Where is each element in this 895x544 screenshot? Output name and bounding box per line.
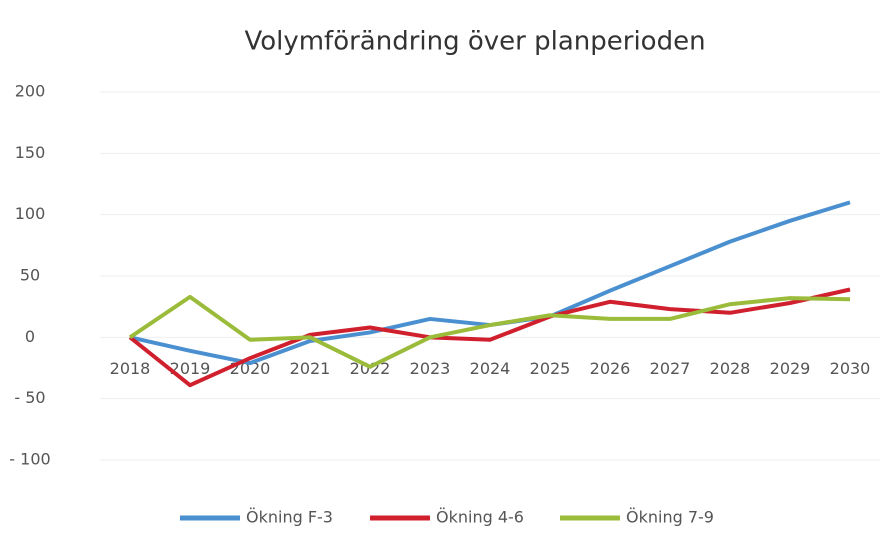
y-tick-label: 50 — [20, 266, 40, 285]
x-tick-label: 2021 — [290, 359, 331, 378]
legend-label: Ökning 7-9 — [626, 508, 714, 527]
x-tick-label: 2025 — [530, 359, 571, 378]
y-tick-label: 0 — [25, 327, 35, 346]
x-tick-label: 2026 — [590, 359, 631, 378]
x-tick-label: 2028 — [710, 359, 751, 378]
series-line — [128, 287, 851, 388]
y-tick-label: - 50 — [14, 388, 45, 407]
x-tick-label: 2019 — [170, 359, 211, 378]
chart-title: Volymförändring över planperioden — [244, 27, 705, 57]
x-tick-label: 2030 — [830, 359, 871, 378]
x-tick-label: 2018 — [110, 359, 151, 378]
legend-label: Ökning 4-6 — [436, 508, 524, 527]
y-tick-label: - 100 — [9, 450, 50, 469]
y-tick-label: 100 — [15, 204, 46, 223]
x-tick-label: 2024 — [470, 359, 511, 378]
y-tick-label: 200 — [15, 82, 46, 101]
x-tick-label: 2027 — [650, 359, 691, 378]
x-tick-label: 2029 — [770, 359, 811, 378]
x-tick-label: 2023 — [410, 359, 451, 378]
legend-label: Ökning F-3 — [246, 508, 333, 527]
y-tick-label: 150 — [15, 143, 46, 162]
series-line — [128, 294, 851, 369]
